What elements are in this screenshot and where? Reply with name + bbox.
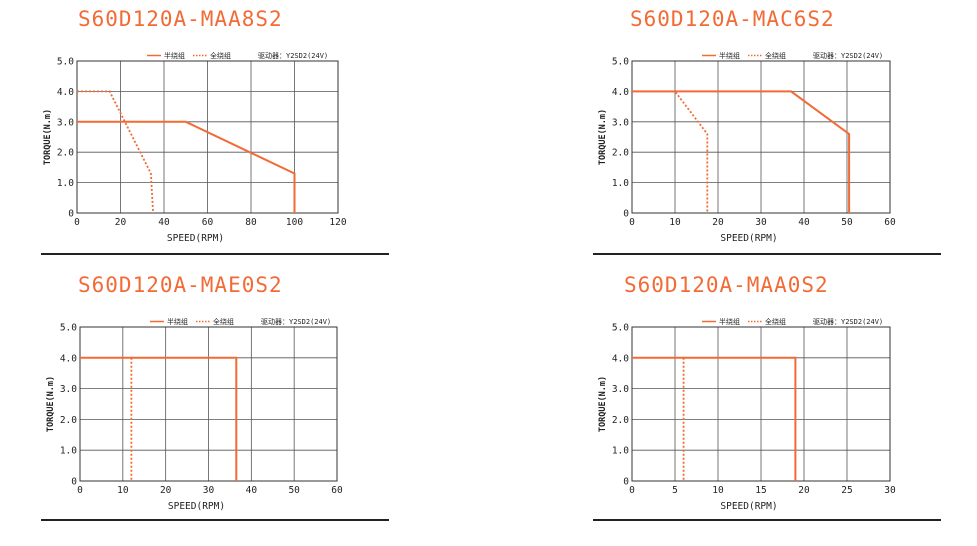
legend-label-half-winding: 半绕组 <box>167 317 188 326</box>
series-line-half-winding <box>77 120 296 213</box>
plot-frame <box>631 326 891 482</box>
x-tick-label: 5 <box>672 485 678 496</box>
x-tick-label: 100 <box>286 217 303 228</box>
legend-driver-label: 驱动器：Y2SD2(24V) <box>261 317 331 326</box>
y-tick-label: 3.0 <box>612 117 629 128</box>
series-line-full-winding <box>77 90 154 214</box>
legend-label-half-winding: 半绕组 <box>164 51 185 60</box>
y-tick-label: 1.0 <box>612 446 629 457</box>
x-tick-label: 30 <box>884 485 896 496</box>
legend-label-full-winding: 全绕组 <box>765 51 786 60</box>
chart-title: S60D120A-MAE0S2 <box>78 273 283 297</box>
x-tick-label: 0 <box>74 217 80 228</box>
legend-driver-label: 驱动器：Y2SD2(24V) <box>813 317 883 326</box>
series-line-half-winding <box>632 90 851 213</box>
x-tick-label: 20 <box>160 485 172 496</box>
x-tick-label: 30 <box>755 217 767 228</box>
legend-driver-label: 驱动器：Y2SD2(24V) <box>258 51 328 60</box>
x-tick-label: 20 <box>798 485 810 496</box>
y-tick-label: 5.0 <box>60 323 77 334</box>
y-tick-label: 2.0 <box>60 415 77 426</box>
plot-frame <box>631 60 891 214</box>
series-line-half-winding <box>632 356 797 481</box>
x-tick-label: 40 <box>798 217 810 228</box>
x-tick-label: 0 <box>629 485 635 496</box>
x-tick-label: 30 <box>203 485 215 496</box>
x-tick-label: 80 <box>245 217 257 228</box>
x-tick-label: 10 <box>117 485 129 496</box>
legend-label-half-winding: 半绕组 <box>719 51 740 60</box>
series-line-full-winding <box>632 90 709 213</box>
x-tick-label: 120 <box>329 217 346 228</box>
plot-frame <box>76 60 339 214</box>
legend-label-full-winding: 全绕组 <box>210 51 231 60</box>
x-tick-label: 20 <box>115 217 127 228</box>
y-tick-label: 0 <box>623 209 629 220</box>
x-tick-label: 10 <box>669 217 681 228</box>
y-tick-label: 3.0 <box>612 384 629 395</box>
chart-title: S60D120A-MAA0S2 <box>624 273 829 297</box>
chart-group: 0 1.0 2.0 3.0 4.0 5.0 0 10 20 30 40 50 60 SPEED(RPM) T… <box>598 51 896 244</box>
x-tick-label: 10 <box>712 485 724 496</box>
y-tick-label: 4.0 <box>57 87 74 98</box>
x-tick-label: 40 <box>246 485 258 496</box>
y-tick-label: 4.0 <box>612 87 629 98</box>
y-axis-label: TORQUE(N.m) <box>598 376 608 432</box>
legend-label-half-winding: 半绕组 <box>719 317 740 326</box>
chart-group: 0 1.0 2.0 3.0 4.0 5.0 0 20 40 60 80 100 120 SPEED(RPM… <box>43 51 347 244</box>
y-tick-label: 2.0 <box>612 148 629 159</box>
x-tick-label: 60 <box>331 485 343 496</box>
y-tick-label: 2.0 <box>612 415 629 426</box>
chart-title: S60D120A-MAC6S2 <box>630 7 835 31</box>
y-tick-label: 4.0 <box>60 353 77 364</box>
y-tick-label: 4.0 <box>612 353 629 364</box>
y-axis-label: TORQUE(N.m) <box>46 376 56 432</box>
y-tick-label: 0 <box>71 477 77 488</box>
y-tick-label: 5.0 <box>57 57 74 68</box>
divider-line <box>41 253 389 255</box>
chart-title: S60D120A-MAA8S2 <box>78 7 283 31</box>
y-tick-label: 2.0 <box>57 148 74 159</box>
x-tick-label: 50 <box>288 485 300 496</box>
y-tick-label: 0 <box>623 477 629 488</box>
y-axis-label: TORQUE(N.m) <box>598 109 608 165</box>
plot-frame <box>79 326 338 482</box>
legend-label-full-winding: 全绕组 <box>765 317 786 326</box>
chart-group: 0 1.0 2.0 3.0 4.0 5.0 0 5 10 15 20 25 30 SPEED(RPM) TO… <box>598 317 896 512</box>
x-tick-label: 0 <box>629 217 635 228</box>
y-tick-label: 1.0 <box>60 446 77 457</box>
y-tick-label: 0 <box>68 209 74 220</box>
y-tick-label: 1.0 <box>57 178 74 189</box>
x-axis-label: SPEED(RPM) <box>167 233 224 244</box>
y-tick-label: 3.0 <box>57 117 74 128</box>
x-tick-label: 25 <box>841 485 852 496</box>
y-tick-label: 5.0 <box>612 323 629 334</box>
y-tick-label: 5.0 <box>612 57 629 68</box>
divider-line <box>593 253 941 255</box>
x-tick-label: 60 <box>202 217 214 228</box>
x-tick-label: 50 <box>841 217 853 228</box>
legend-driver-label: 驱动器：Y2SD2(24V) <box>813 51 883 60</box>
x-tick-label: 40 <box>158 217 170 228</box>
divider-line <box>593 519 941 521</box>
x-axis-label: SPEED(RPM) <box>168 501 225 512</box>
x-axis-label: SPEED(RPM) <box>720 233 777 244</box>
y-tick-label: 1.0 <box>612 178 629 189</box>
x-tick-label: 60 <box>884 217 896 228</box>
legend-label-full-winding: 全绕组 <box>213 317 234 326</box>
x-axis-label: SPEED(RPM) <box>720 501 777 512</box>
y-tick-label: 3.0 <box>60 384 77 395</box>
chart-group: 0 1.0 2.0 3.0 4.0 5.0 0 10 20 30 40 50 60 SPEED(RPM) T… <box>46 317 343 512</box>
divider-line <box>41 519 389 521</box>
y-axis-label: TORQUE(N.m) <box>43 109 53 165</box>
x-tick-label: 0 <box>77 485 83 496</box>
x-tick-label: 20 <box>712 217 724 228</box>
x-tick-label: 15 <box>755 485 766 496</box>
